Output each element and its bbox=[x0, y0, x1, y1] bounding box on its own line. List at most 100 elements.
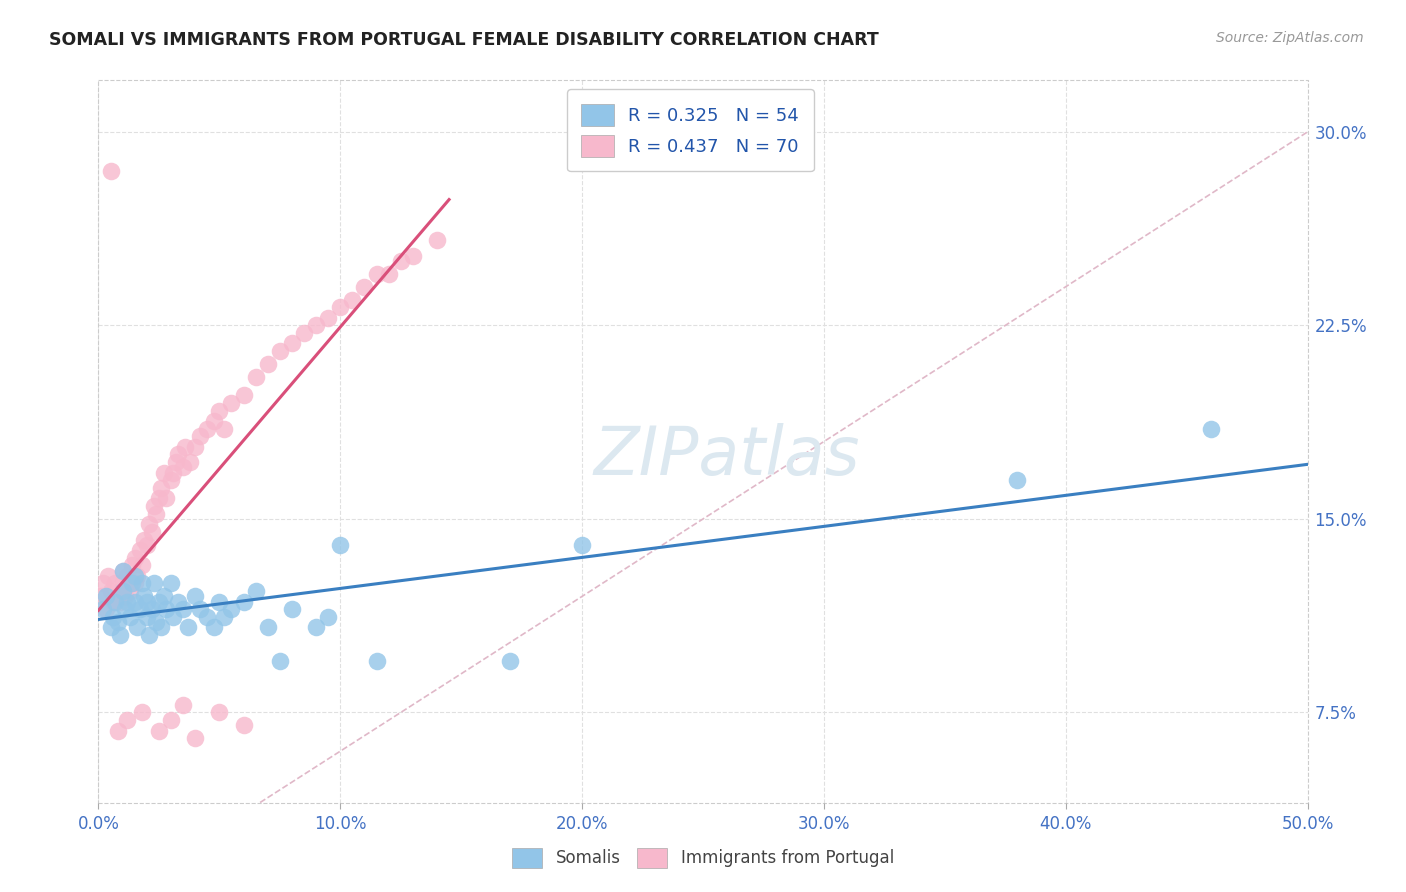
Point bbox=[281, 602, 304, 616]
Point bbox=[329, 301, 352, 315]
Point bbox=[177, 620, 200, 634]
Point bbox=[160, 713, 183, 727]
Point bbox=[107, 723, 129, 738]
Point bbox=[155, 602, 177, 616]
Point bbox=[117, 594, 139, 608]
Point bbox=[107, 590, 129, 604]
Point bbox=[131, 576, 153, 591]
Point bbox=[134, 590, 156, 604]
Point bbox=[148, 594, 170, 608]
Point bbox=[101, 594, 124, 608]
Point bbox=[172, 698, 194, 712]
Point bbox=[101, 610, 124, 624]
Point bbox=[179, 455, 201, 469]
Point bbox=[353, 279, 375, 293]
Text: SOMALI VS IMMIGRANTS FROM PORTUGAL FEMALE DISABILITY CORRELATION CHART: SOMALI VS IMMIGRANTS FROM PORTUGAL FEMAL… bbox=[49, 31, 879, 49]
Point bbox=[100, 620, 122, 634]
Point bbox=[155, 491, 177, 506]
Point bbox=[152, 590, 174, 604]
Point bbox=[212, 422, 235, 436]
Point bbox=[124, 550, 146, 565]
Point bbox=[366, 654, 388, 668]
Point bbox=[114, 590, 136, 604]
Point bbox=[145, 507, 167, 521]
Point bbox=[134, 533, 156, 547]
Point bbox=[1007, 473, 1029, 487]
Point bbox=[269, 344, 291, 359]
Point bbox=[135, 594, 157, 608]
Point bbox=[188, 602, 211, 616]
Point bbox=[104, 576, 127, 591]
Point bbox=[117, 568, 139, 582]
Point bbox=[148, 491, 170, 506]
Point bbox=[127, 568, 149, 582]
Point bbox=[208, 594, 231, 608]
Point bbox=[221, 602, 243, 616]
Point bbox=[111, 576, 134, 591]
Point bbox=[402, 249, 425, 263]
Point bbox=[165, 455, 187, 469]
Point bbox=[377, 267, 399, 281]
Point bbox=[1199, 422, 1222, 436]
Point bbox=[221, 396, 243, 410]
Point bbox=[426, 233, 449, 247]
Point bbox=[100, 163, 122, 178]
Point bbox=[167, 447, 190, 461]
Point bbox=[150, 620, 173, 634]
Point bbox=[94, 590, 117, 604]
Point bbox=[141, 602, 163, 616]
Point bbox=[128, 542, 150, 557]
Point bbox=[160, 576, 183, 591]
Point bbox=[195, 422, 218, 436]
Point bbox=[316, 310, 339, 325]
Point bbox=[143, 576, 166, 591]
Text: ZIPatlas: ZIPatlas bbox=[593, 423, 860, 489]
Point bbox=[104, 594, 127, 608]
Point bbox=[108, 628, 131, 642]
Point bbox=[204, 620, 226, 634]
Point bbox=[124, 576, 146, 591]
Point bbox=[316, 610, 339, 624]
Point bbox=[127, 620, 149, 634]
Point bbox=[188, 429, 211, 443]
Point bbox=[152, 466, 174, 480]
Point bbox=[342, 293, 364, 307]
Point bbox=[162, 466, 184, 480]
Point bbox=[245, 370, 267, 384]
Point bbox=[107, 615, 129, 630]
Point bbox=[269, 654, 291, 668]
Point bbox=[131, 706, 153, 720]
Point bbox=[128, 602, 150, 616]
Point bbox=[212, 610, 235, 624]
Point bbox=[571, 538, 593, 552]
Point bbox=[195, 610, 218, 624]
Point bbox=[135, 538, 157, 552]
Point bbox=[204, 414, 226, 428]
Point bbox=[172, 460, 194, 475]
Point bbox=[114, 602, 136, 616]
Point bbox=[232, 718, 254, 732]
Point bbox=[389, 253, 412, 268]
Point bbox=[118, 584, 141, 599]
Point bbox=[208, 403, 231, 417]
Point bbox=[498, 654, 520, 668]
Point bbox=[100, 584, 122, 599]
Point bbox=[184, 590, 207, 604]
Point bbox=[148, 723, 170, 738]
Point bbox=[138, 517, 160, 532]
Point bbox=[91, 602, 114, 616]
Point bbox=[174, 440, 197, 454]
Point bbox=[366, 267, 388, 281]
Point bbox=[150, 481, 173, 495]
Point bbox=[172, 602, 194, 616]
Point bbox=[124, 594, 146, 608]
Point bbox=[138, 628, 160, 642]
Point bbox=[145, 615, 167, 630]
Point bbox=[143, 499, 166, 513]
Point bbox=[162, 610, 184, 624]
Point bbox=[329, 538, 352, 552]
Point bbox=[245, 584, 267, 599]
Point bbox=[292, 326, 315, 340]
Point bbox=[118, 610, 141, 624]
Point bbox=[184, 731, 207, 746]
